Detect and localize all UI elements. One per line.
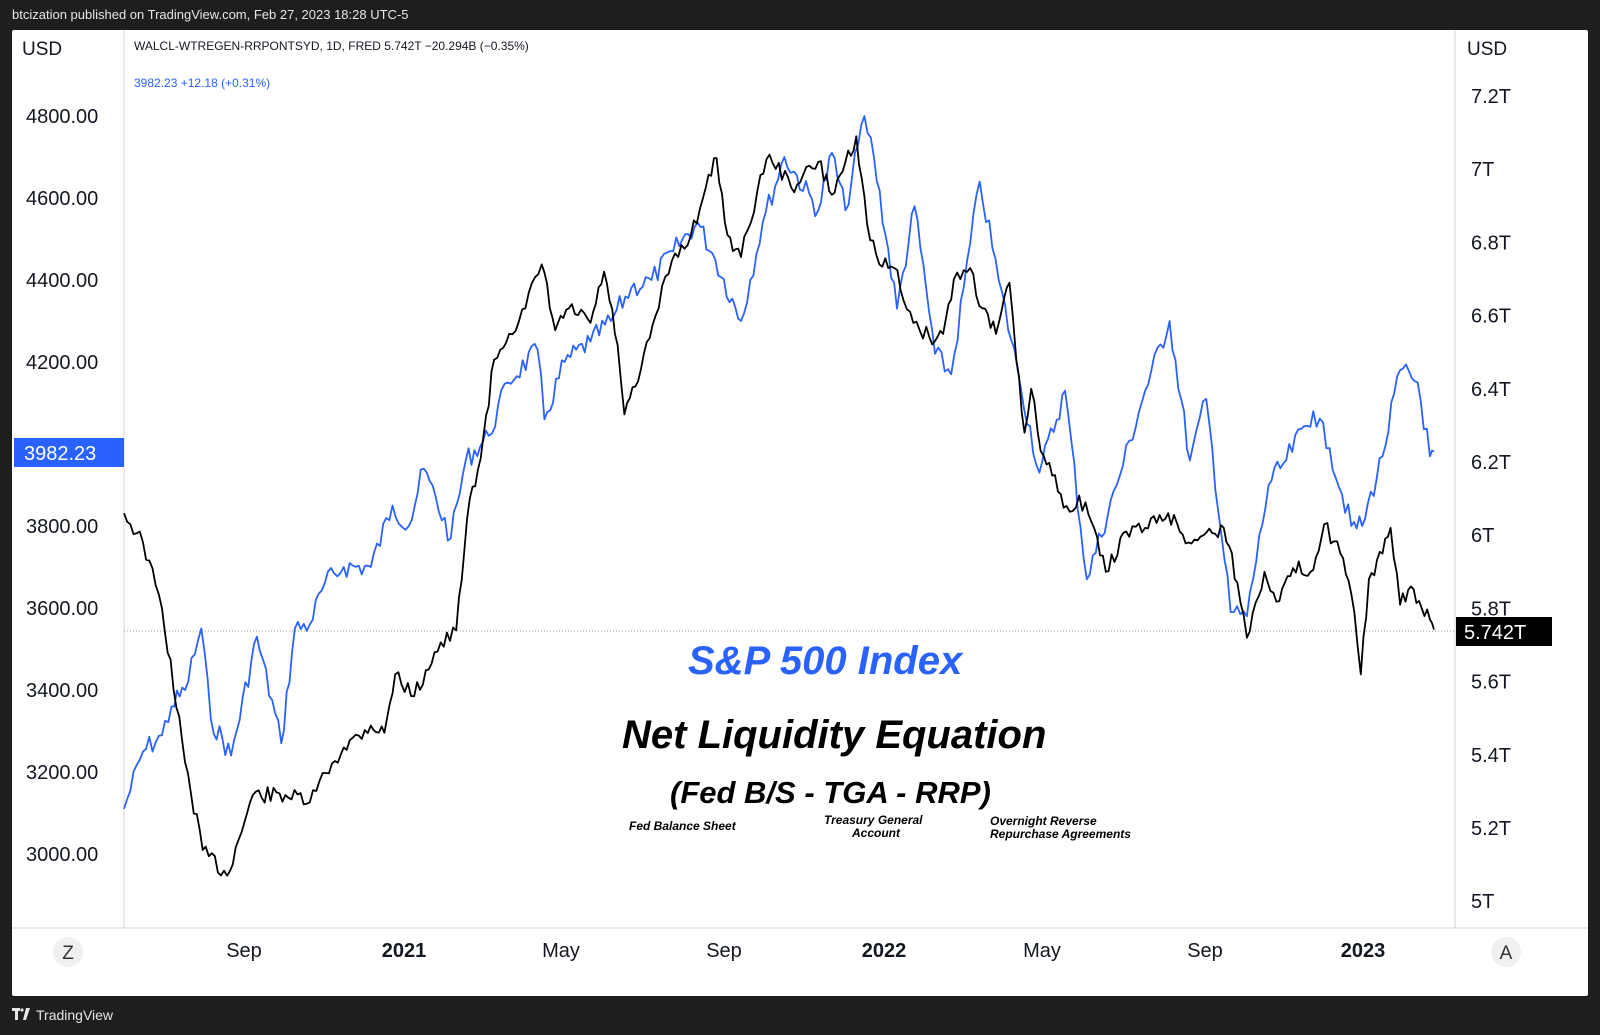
left-tick-label: 3600.00 <box>26 598 98 620</box>
time-tick-label: Sep <box>1187 940 1223 962</box>
published-text: btcization published on TradingView.com,… <box>12 7 409 22</box>
left-price-badge-text: 3982.23 <box>24 443 96 465</box>
chart-frame[interactable]: USD USD WALCL-WTREGEN-RRPONTSYD, 1D, FRE… <box>12 30 1588 996</box>
left-tick-label: 3800.00 <box>26 516 98 538</box>
tga-label-line2: Account <box>851 826 901 840</box>
time-tick-label: Sep <box>226 940 262 962</box>
time-tick-label: 2022 <box>862 940 907 962</box>
left-tick-label: 4200.00 <box>26 352 98 374</box>
time-tick-label: 2023 <box>1341 940 1386 962</box>
tradingview-logo-icon <box>12 996 30 1035</box>
right-tick-label: 5.8T <box>1471 598 1511 620</box>
left-tick-label: 4400.00 <box>26 270 98 292</box>
tradingview-logo-text: TradingView <box>36 1007 114 1023</box>
right-tick-label: 7.2T <box>1471 86 1511 108</box>
sp500-annotation: S&P 500 Index <box>688 639 964 683</box>
equation-formula: (Fed B/S - TGA - RRP) <box>670 775 991 810</box>
liquidity-series-line <box>123 135 1435 877</box>
right-tick-label: 7T <box>1471 159 1494 181</box>
right-tick-label: 6.4T <box>1471 379 1511 401</box>
rrp-label-line2: Repurchase Agreements <box>990 827 1131 841</box>
time-tick-label: May <box>542 940 580 962</box>
right-tick-label: 6.6T <box>1471 306 1511 328</box>
left-tick-label: 3200.00 <box>26 762 98 784</box>
right-tick-label: 6.8T <box>1471 232 1511 254</box>
left-tick-label: 4600.00 <box>26 188 98 210</box>
right-price-scale[interactable]: 7.2T 7T 6.8T 6.6T 6.4T 6.2T 6T 5.8T 5.6T 5.4T 5.2T… <box>1471 86 1511 913</box>
footer-bar: TradingView <box>0 996 1600 1035</box>
fed-label: Fed Balance Sheet <box>629 819 737 833</box>
right-unit-label: USD <box>1467 39 1507 60</box>
time-tick-label: 2021 <box>382 940 427 962</box>
chart-canvas[interactable]: USD USD WALCL-WTREGEN-RRPONTSYD, 1D, FRE… <box>12 30 1588 996</box>
timezone-button-label: Z <box>62 943 74 964</box>
time-tick-label: Sep <box>706 940 742 962</box>
auto-scale-button-label: A <box>1500 943 1513 964</box>
left-tick-label: 4800.00 <box>26 106 98 128</box>
left-price-badge <box>14 438 124 467</box>
timezone-button[interactable] <box>53 937 83 967</box>
left-unit-label: USD <box>22 39 62 60</box>
legend-liquidity[interactable]: WALCL-WTREGEN-RRPONTSYD, 1D, FRED 5.742T… <box>134 39 529 53</box>
right-tick-label: 6.2T <box>1471 452 1511 474</box>
left-tick-label: 3000.00 <box>26 844 98 866</box>
legend-spx[interactable]: 3982.23 +12.18 (+0.31%) <box>134 76 270 90</box>
right-tick-label: 6T <box>1471 525 1494 547</box>
tga-label-line1: Treasury General <box>824 813 923 827</box>
right-tick-label: 5.2T <box>1471 818 1511 840</box>
spx-series-line <box>123 115 1435 810</box>
left-price-scale[interactable]: 4800.00 4600.00 4400.00 4200.00 3800.00 3600.… <box>26 106 98 866</box>
right-tick-label: 5.6T <box>1471 672 1511 694</box>
right-tick-label: 5.4T <box>1471 745 1511 767</box>
published-header: btcization published on TradingView.com,… <box>0 0 1600 30</box>
time-tick-label: May <box>1023 940 1061 962</box>
right-tick-label: 5T <box>1471 891 1494 913</box>
time-scale[interactable]: Sep 2021 May Sep 2022 May Sep 2023 <box>226 940 1385 962</box>
auto-scale-button[interactable] <box>1491 937 1521 967</box>
left-tick-label: 3400.00 <box>26 680 98 702</box>
rrp-label-line1: Overnight Reverse <box>990 814 1097 828</box>
equation-title: Net Liquidity Equation <box>622 713 1046 757</box>
right-price-badge <box>1456 617 1552 646</box>
right-price-badge-text: 5.742T <box>1464 622 1526 644</box>
